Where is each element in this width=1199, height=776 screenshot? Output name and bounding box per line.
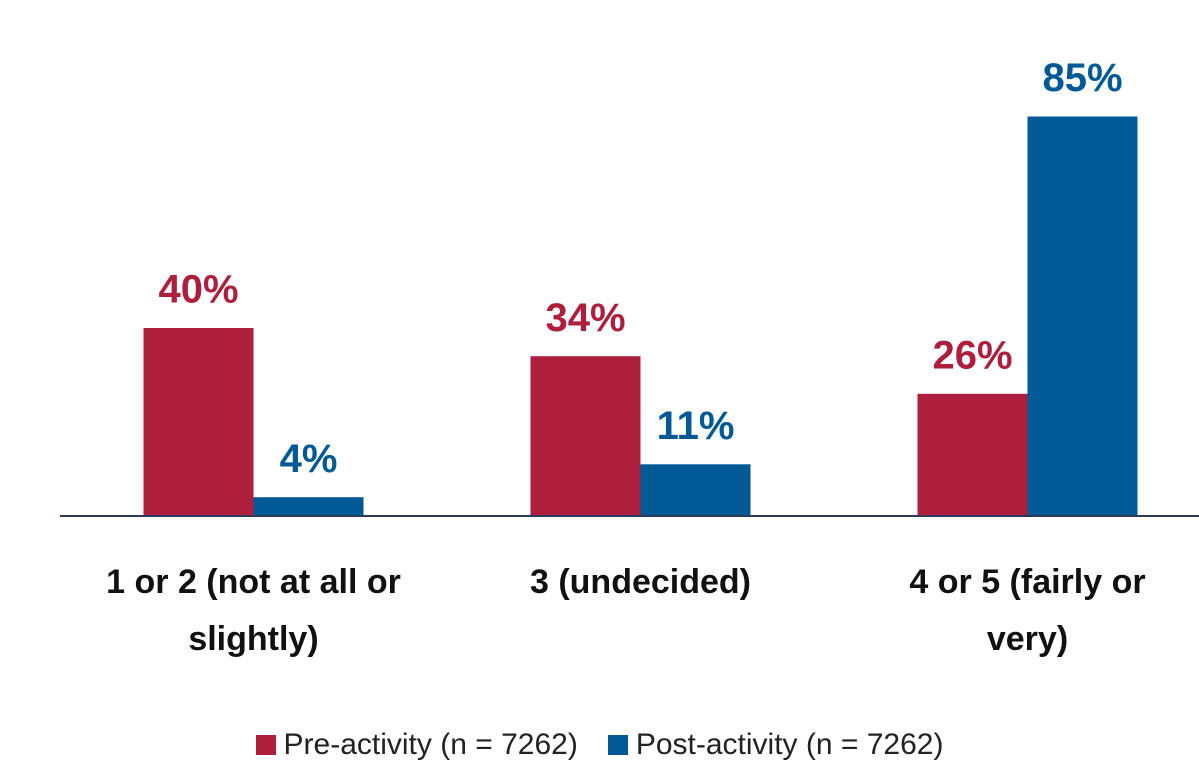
data-label: 26% [932, 333, 1012, 377]
legend-item: Pre-activity (n = 7262) [255, 728, 578, 762]
bar [917, 393, 1028, 516]
bar [640, 464, 751, 516]
legend-label: Pre-activity (n = 7262) [283, 728, 578, 761]
bar [530, 356, 641, 516]
bar [253, 497, 364, 516]
data-label: 4% [280, 437, 338, 481]
x-tick-label: 4 or 5 (fairly or very) [909, 563, 1146, 658]
bar [1027, 116, 1138, 516]
data-label: 11% [657, 404, 735, 448]
legend-swatch [255, 735, 276, 755]
legend: Pre-activity (n = 7262) Post-activity (n … [0, 728, 1199, 762]
data-label: 40% [158, 268, 238, 312]
data-label: 85% [1042, 56, 1122, 100]
x-tick-label: 1 or 2 (not at all or slightly) [106, 563, 401, 658]
legend-swatch [607, 735, 628, 755]
legend-label: Post-activity (n = 7262) [635, 728, 944, 761]
x-tick-label: 3 (undecided) [529, 563, 752, 601]
legend-item: Post-activity (n = 7262) [607, 728, 944, 762]
bar [143, 328, 254, 516]
data-label: 34% [545, 296, 625, 340]
